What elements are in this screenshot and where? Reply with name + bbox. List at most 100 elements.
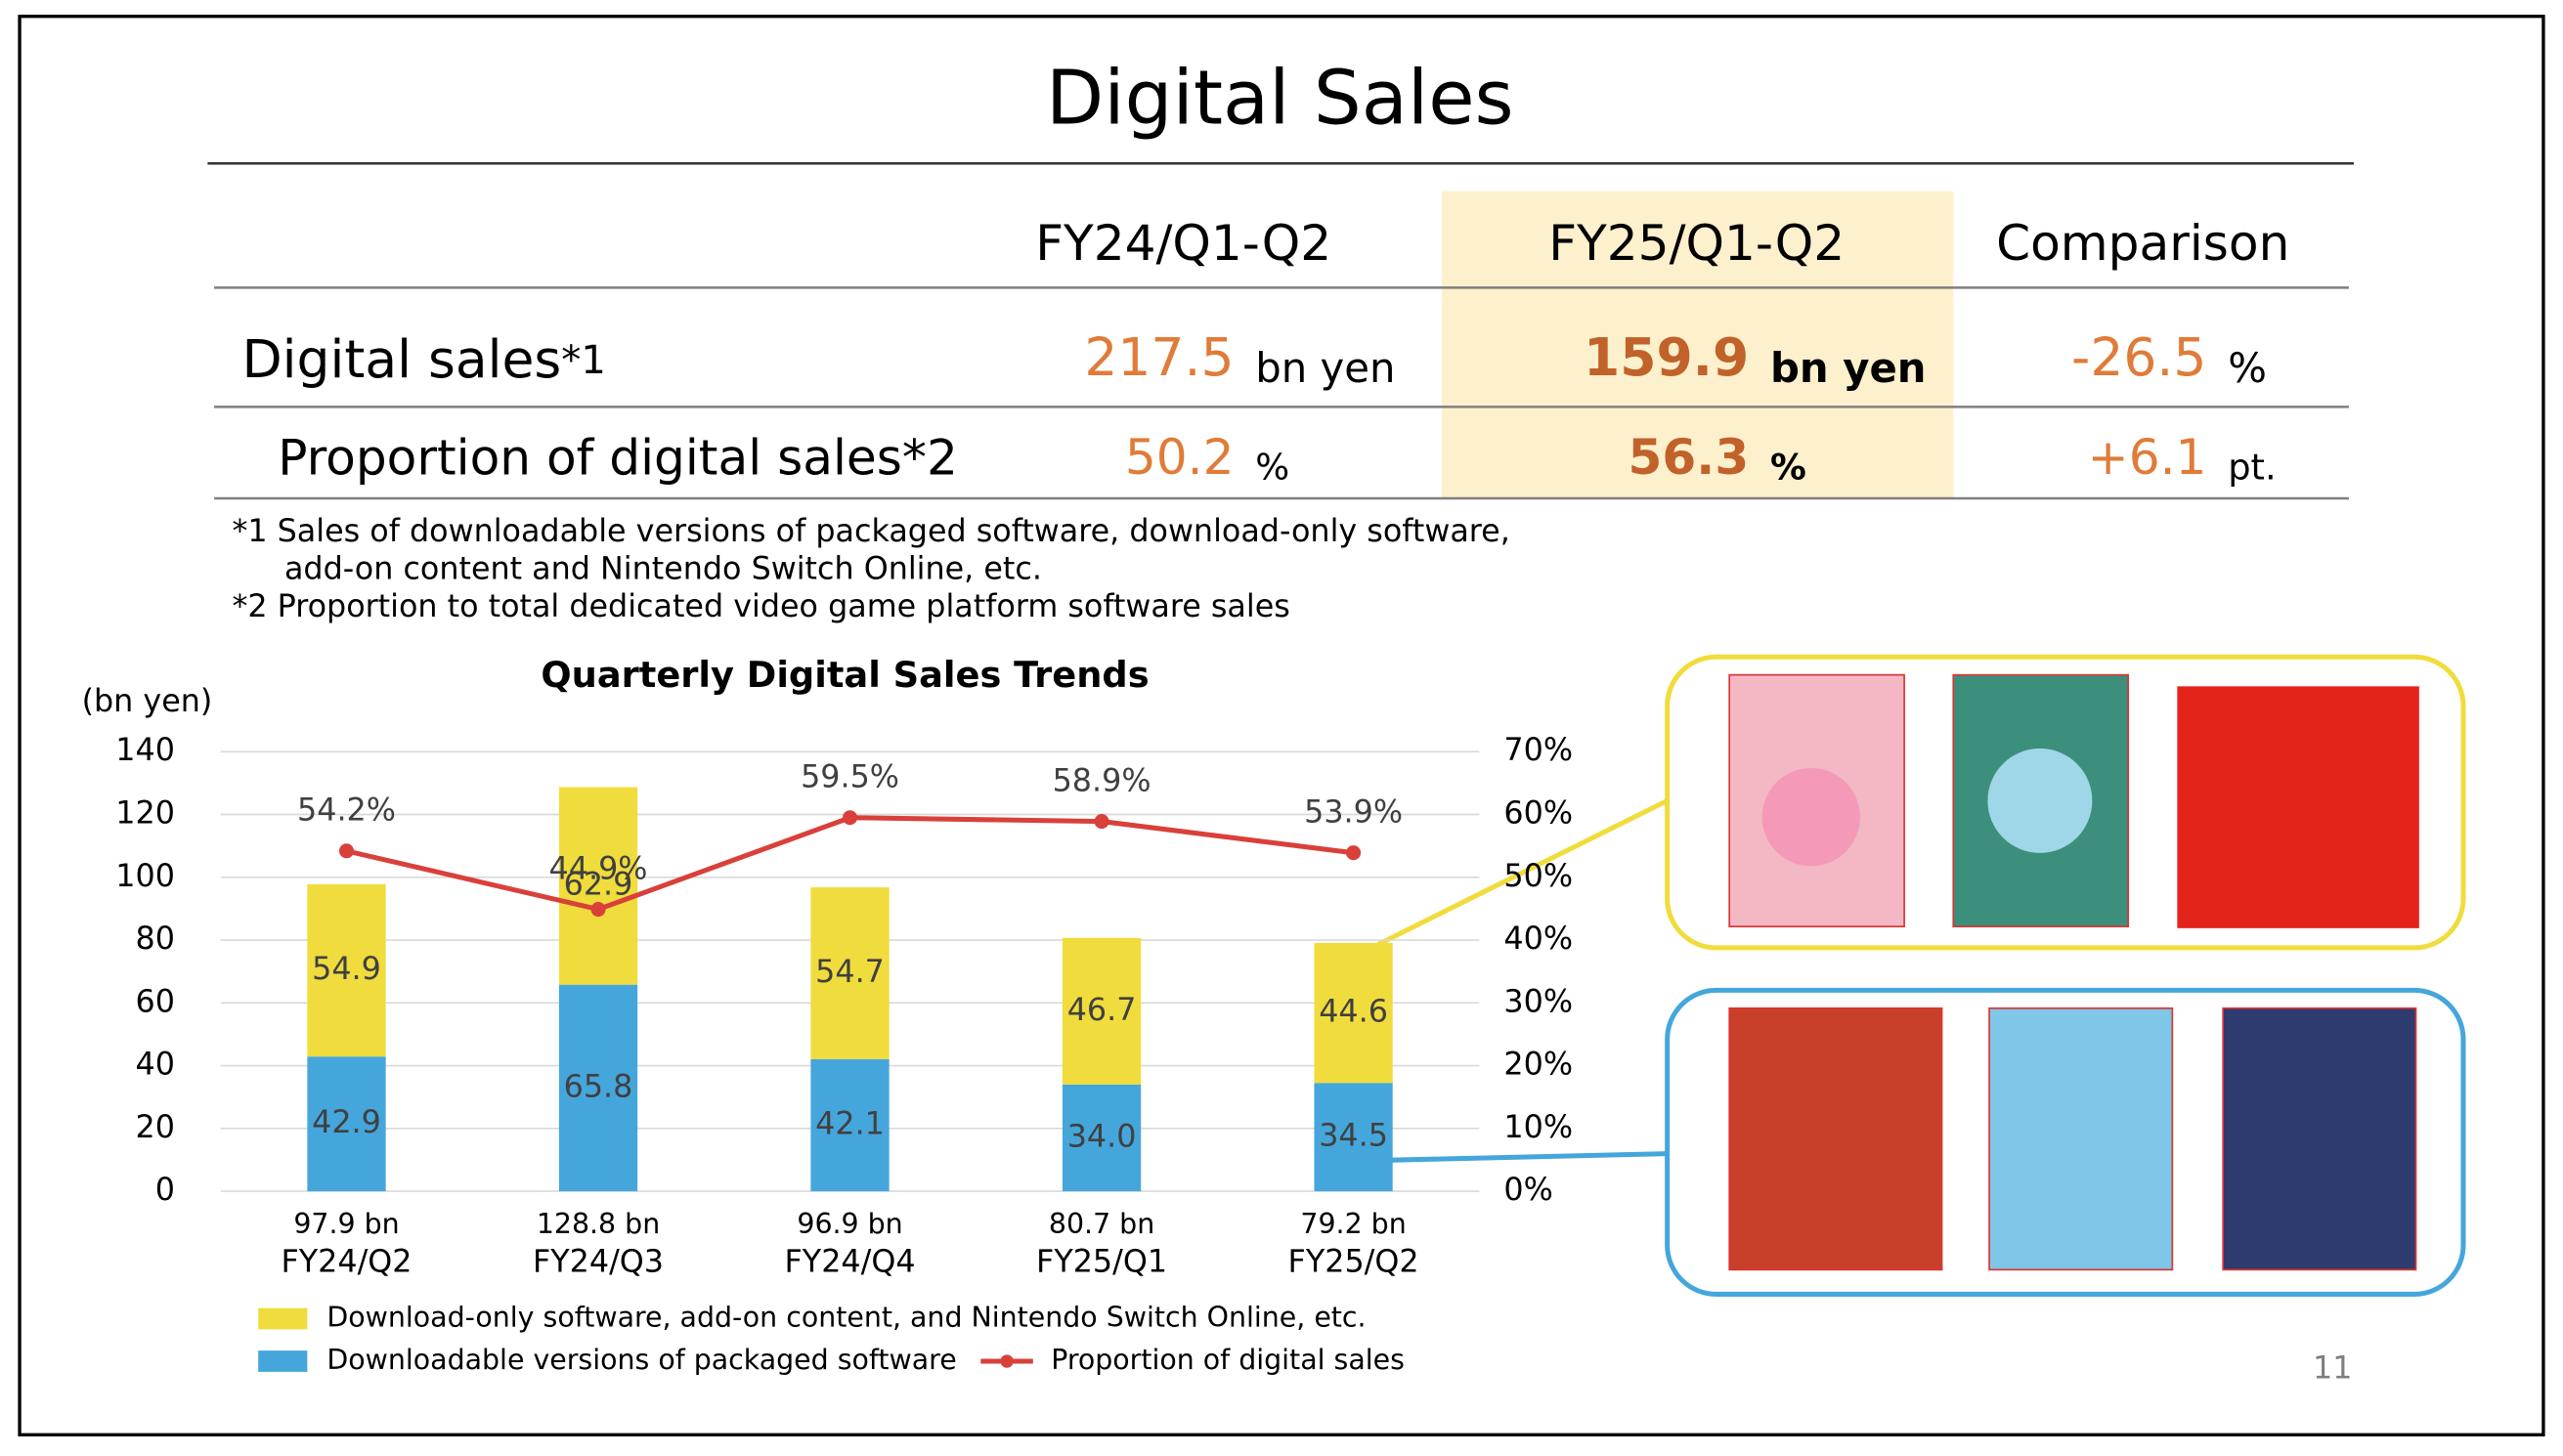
y2-tick-label: 70%: [1503, 733, 1573, 768]
data-label: 46.7: [1067, 993, 1137, 1028]
column-header: FY25/Q1-Q2: [1548, 214, 1845, 272]
total-label: 80.7 bn: [1049, 1208, 1154, 1240]
cell-unit: pt.: [2228, 446, 2276, 488]
product-covers: [1728, 673, 2419, 1271]
cell-unit: %: [1770, 446, 1806, 488]
data-label: 34.0: [1067, 1119, 1137, 1154]
data-label: 62.9: [564, 868, 633, 903]
bar-segment: [558, 787, 638, 985]
cell-value: 159.9: [1584, 326, 1749, 388]
bar-segment: [1314, 1083, 1393, 1192]
cell-value: +6.1: [2088, 428, 2207, 486]
total-label: 96.9 bn: [797, 1208, 902, 1240]
legend-swatch: [1000, 1354, 1014, 1368]
cell-unit: %: [2228, 344, 2267, 392]
data-label: 34.5: [1319, 1119, 1388, 1154]
line-point: [590, 902, 606, 918]
y2-tick-label: 50%: [1503, 859, 1573, 894]
bar-segment: [307, 883, 386, 1057]
data-label: 42.9: [312, 1105, 381, 1140]
y2-tick-label: 10%: [1503, 1110, 1573, 1145]
cover-art: [1761, 767, 1860, 867]
data-label: 44.6: [1319, 995, 1388, 1030]
x-tick-label: FY24/Q3: [533, 1245, 664, 1280]
footnote: *1 Sales of downloadable versions of pac…: [232, 514, 1509, 549]
bar-segment: [1062, 937, 1142, 1085]
data-label: 59.5%: [801, 760, 899, 795]
line-point: [843, 810, 858, 826]
y-tick-label: 40: [136, 1048, 175, 1083]
bar-segment: [1062, 1084, 1142, 1192]
legend-swatch: [258, 1350, 308, 1372]
legend-label: Downloadable versions of packaged softwa…: [326, 1344, 956, 1376]
line-point: [1094, 814, 1109, 830]
cell-value: 56.3: [1629, 428, 1750, 486]
total-label: 79.2 bn: [1300, 1208, 1406, 1240]
bar-segment: [558, 984, 638, 1192]
footnote: add-on content and Nintendo Switch Onlin…: [284, 552, 1042, 587]
chart: 0 20 40 60 80 100 120 140 0% 10% 20% 30% 40% 50% 60% 70…: [115, 733, 1573, 1376]
cell-value: -26.5: [2071, 326, 2206, 388]
footnote: *2 Proportion to total dedicated video g…: [232, 589, 1289, 624]
row-label: Proportion of digital sales*2: [278, 428, 958, 486]
y-tick-label: 120: [115, 796, 175, 832]
data-label: 58.9%: [1053, 763, 1151, 798]
y2-tick-label: 30%: [1503, 984, 1573, 1019]
data-label: 54.7: [815, 955, 885, 990]
legend-label: Proportion of digital sales: [1051, 1344, 1405, 1376]
data-label: 44.9%: [549, 851, 648, 886]
bar-segment: [307, 1056, 386, 1192]
legend-label: Download-only software, add-on content, …: [326, 1302, 1366, 1334]
y2-tick-label: 60%: [1503, 796, 1573, 832]
line-point: [338, 843, 355, 859]
data-label: 53.9%: [1304, 795, 1403, 831]
y2-tick-label: 20%: [1503, 1048, 1573, 1083]
column-header: FY24/Q1-Q2: [1035, 214, 1331, 272]
cell-unit: %: [1255, 446, 1289, 488]
data-label: 54.9: [312, 952, 381, 987]
cell-value: 50.2: [1125, 428, 1235, 486]
y-axis-label: (bn yen): [82, 684, 213, 719]
chart-title: Quarterly Digital Sales Trends: [541, 654, 1149, 696]
y-tick-label: 100: [115, 859, 175, 894]
data-label: 42.1: [815, 1106, 885, 1141]
cover: [1988, 1006, 2174, 1271]
row-label-text: Proportion of digital sales: [278, 428, 902, 486]
cover: [2177, 686, 2419, 928]
column-header: Comparison: [1996, 214, 2289, 272]
highlight-column: [1441, 191, 1954, 499]
data-label: 65.8: [564, 1069, 633, 1104]
bar-segment: [810, 887, 890, 1059]
data-label: 54.2%: [297, 793, 396, 829]
y-tick-label: 140: [115, 733, 175, 768]
y-tick-label: 80: [136, 921, 175, 957]
y-tick-label: 0: [155, 1173, 175, 1208]
line-point: [1346, 845, 1362, 861]
y-tick-label: 60: [136, 984, 175, 1019]
y-tick-label: 20: [136, 1110, 175, 1145]
bar-segment: [1314, 942, 1393, 1084]
page-number: 11: [2313, 1350, 2352, 1386]
cell-unit: bn yen: [1255, 344, 1395, 392]
cell-unit: bn yen: [1770, 344, 1927, 392]
cover: [1728, 1006, 1943, 1271]
total-label: 97.9 bn: [293, 1208, 399, 1240]
y2-tick-label: 0%: [1503, 1173, 1552, 1208]
x-tick-label: FY24/Q2: [281, 1245, 412, 1280]
connector: [1385, 1151, 1668, 1163]
connector: [1376, 798, 1669, 947]
bar-segment: [810, 1058, 890, 1192]
y2-tick-label: 40%: [1503, 921, 1573, 957]
cover-art: [1987, 748, 2093, 853]
row-note: *1: [561, 338, 606, 383]
slide-title: Digital Sales: [1046, 55, 1514, 142]
row-note: *2: [902, 428, 958, 486]
row-label-text: Digital sales: [241, 328, 561, 390]
legend-swatch: [258, 1307, 308, 1330]
x-tick-label: FY25/Q1: [1036, 1245, 1167, 1280]
x-tick-label: FY24/Q4: [785, 1245, 916, 1280]
row-label: Digital sales*1: [241, 328, 605, 390]
x-tick-label: FY25/Q2: [1288, 1245, 1419, 1280]
